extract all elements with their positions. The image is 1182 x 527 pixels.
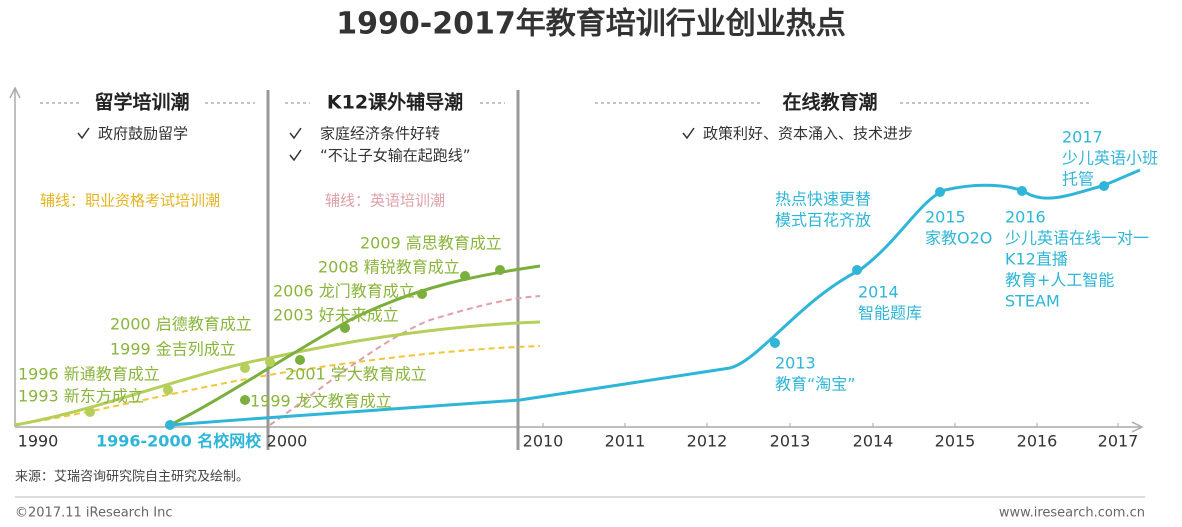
axis-label: 2014 [853,432,894,451]
axis-label: 2015 [935,432,976,451]
axes [9,86,1144,433]
check-icons [77,127,695,162]
event-label: 2008 精锐教育成立 [318,258,460,277]
phase-point: 家庭经济条件好转 [320,125,440,143]
event-label: 家教O2O [925,229,992,248]
event-label: 1999 金吉列成立 [110,340,236,359]
event-label: 2014 [858,283,899,302]
event-label: 2016 [1005,208,1046,227]
phase-point: 政府鼓励留学 [98,125,188,143]
event-label: 少儿英语在线一对一 [1005,229,1149,248]
event-label: 2017 [1062,128,1103,147]
event-label: 托管 [1062,170,1094,189]
side-line: 辅线：职业资格考试培训潮 [40,192,220,210]
phase-title: 在线教育潮 [782,91,877,114]
event-label: 2001 学大教育成立 [285,365,427,384]
event-label: 2013 [775,354,816,373]
axis-label: 2013 [770,432,811,451]
event-label: 1999 龙文教育成立 [250,392,392,411]
axis-label: 2012 [687,432,728,451]
event-label: 教育“淘宝” [775,375,856,394]
event-label: 2009 高思教育成立 [360,234,502,253]
axis-label: 1996-2000 名校网校 [96,432,262,451]
event-label: 1996 新通教育成立 [18,365,160,384]
event-label: 模式百花齐放 [775,211,871,230]
title: 1990-2017年教育培训行业创业热点 [336,7,845,42]
event-label: 热点快速更替 [775,190,871,209]
phase-title: K12课外辅导潮 [327,91,463,114]
event-label: 2000 启德教育成立 [110,315,252,334]
footer-left: ©2017.11 iResearch Inc [15,506,173,521]
event-label: 2006 龙门教育成立 [273,282,415,301]
event-label: 少儿英语小班 [1062,149,1158,168]
axis-labels: 1990 1996-2000 名校网校 2000 2010 2011 2012 2013 20… [18,423,1139,451]
event-label: 教育+人工智能 [1005,271,1114,290]
phase-point: “不让子女输在起跑线” [320,147,471,165]
axis-label: 2016 [1017,432,1058,451]
event-label: 2003 好未来成立 [273,306,399,325]
axis-label: 1990 [18,432,59,451]
axis-label: 2011 [605,432,646,451]
side-line: 辅线：英语培训潮 [325,192,445,210]
axis-label: 2017 [1098,432,1139,451]
phase-point: 政策利好、资本涌入、技术进步 [703,125,913,143]
event-label: K12直播 [1005,250,1068,269]
event-label: 智能题库 [858,304,922,323]
phase-title: 留学培训潮 [94,91,189,114]
event-dots [85,181,1109,430]
event-label: 2015 [925,208,966,227]
footer-right: www.iresearch.com.cn [999,506,1145,521]
source-note: 来源：艾瑞咨询研究院自主研究及绘制。 [15,470,249,485]
event-label: STEAM [1005,292,1060,311]
event-label: 1993 新东方成立 [18,387,144,406]
axis-label: 2010 [523,432,564,451]
axis-label: 2000 [267,432,308,451]
